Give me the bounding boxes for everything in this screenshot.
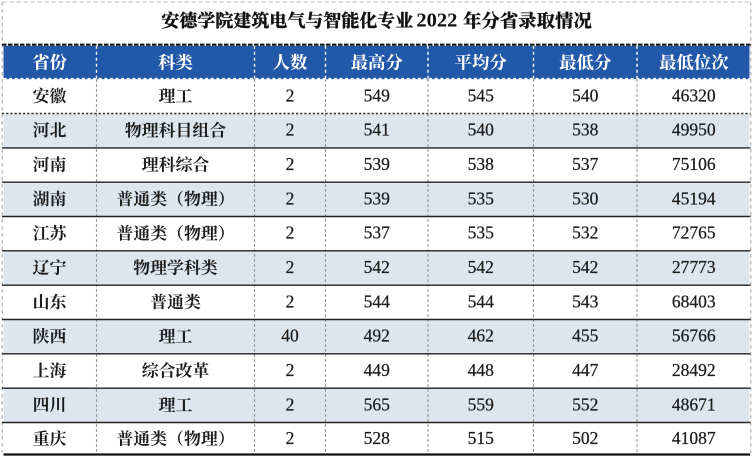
svg-text:539: 539 xyxy=(364,188,391,208)
svg-text:45194: 45194 xyxy=(672,188,716,208)
svg-text:462: 462 xyxy=(468,326,494,346)
svg-text:56766: 56766 xyxy=(672,326,716,346)
svg-text:528: 528 xyxy=(364,428,391,448)
svg-text:502: 502 xyxy=(572,428,598,448)
svg-text:552: 552 xyxy=(572,394,598,414)
svg-text:539: 539 xyxy=(364,154,391,174)
svg-text:40: 40 xyxy=(281,326,299,346)
svg-text:48671: 48671 xyxy=(672,394,716,414)
svg-text:542: 542 xyxy=(468,257,494,277)
svg-text:72765: 72765 xyxy=(672,223,716,243)
svg-text:541: 541 xyxy=(364,120,390,140)
svg-text:2022: 2022 xyxy=(416,10,457,32)
svg-text:2: 2 xyxy=(286,223,295,243)
svg-text:2: 2 xyxy=(286,360,295,380)
svg-text:565: 565 xyxy=(364,394,391,414)
svg-text:537: 537 xyxy=(572,154,599,174)
svg-text:2: 2 xyxy=(286,394,295,414)
svg-text:559: 559 xyxy=(468,394,495,414)
svg-text:49950: 49950 xyxy=(672,120,716,140)
svg-text:540: 540 xyxy=(572,85,599,105)
svg-text:549: 549 xyxy=(364,85,391,105)
svg-text:535: 535 xyxy=(468,188,495,208)
svg-text:2: 2 xyxy=(286,188,295,208)
svg-text:544: 544 xyxy=(468,291,495,311)
svg-text:2: 2 xyxy=(286,120,295,140)
svg-text:538: 538 xyxy=(572,120,599,140)
svg-text:540: 540 xyxy=(468,120,495,140)
svg-text:2: 2 xyxy=(286,428,295,448)
svg-text:455: 455 xyxy=(572,326,599,346)
svg-text:544: 544 xyxy=(364,291,391,311)
svg-text:449: 449 xyxy=(364,360,391,380)
svg-text:530: 530 xyxy=(572,188,599,208)
svg-text:543: 543 xyxy=(572,291,599,311)
svg-text:447: 447 xyxy=(572,360,599,380)
svg-text:515: 515 xyxy=(468,428,495,448)
svg-text:2: 2 xyxy=(286,85,295,105)
svg-text:537: 537 xyxy=(364,223,391,243)
svg-text:538: 538 xyxy=(468,154,495,174)
svg-text:68403: 68403 xyxy=(672,291,716,311)
svg-text:2: 2 xyxy=(286,154,295,174)
svg-text:542: 542 xyxy=(364,257,390,277)
svg-text:27773: 27773 xyxy=(672,257,716,277)
svg-text:492: 492 xyxy=(364,326,390,346)
svg-text:46320: 46320 xyxy=(672,85,716,105)
svg-text:2: 2 xyxy=(286,257,295,277)
svg-text:28492: 28492 xyxy=(672,360,716,380)
svg-text:532: 532 xyxy=(572,223,598,243)
svg-text:75106: 75106 xyxy=(672,154,716,174)
svg-text:448: 448 xyxy=(468,360,495,380)
svg-text:545: 545 xyxy=(468,85,495,105)
svg-text:542: 542 xyxy=(572,257,598,277)
svg-text:41087: 41087 xyxy=(672,428,716,448)
svg-text:2: 2 xyxy=(286,291,295,311)
svg-text:535: 535 xyxy=(468,223,495,243)
